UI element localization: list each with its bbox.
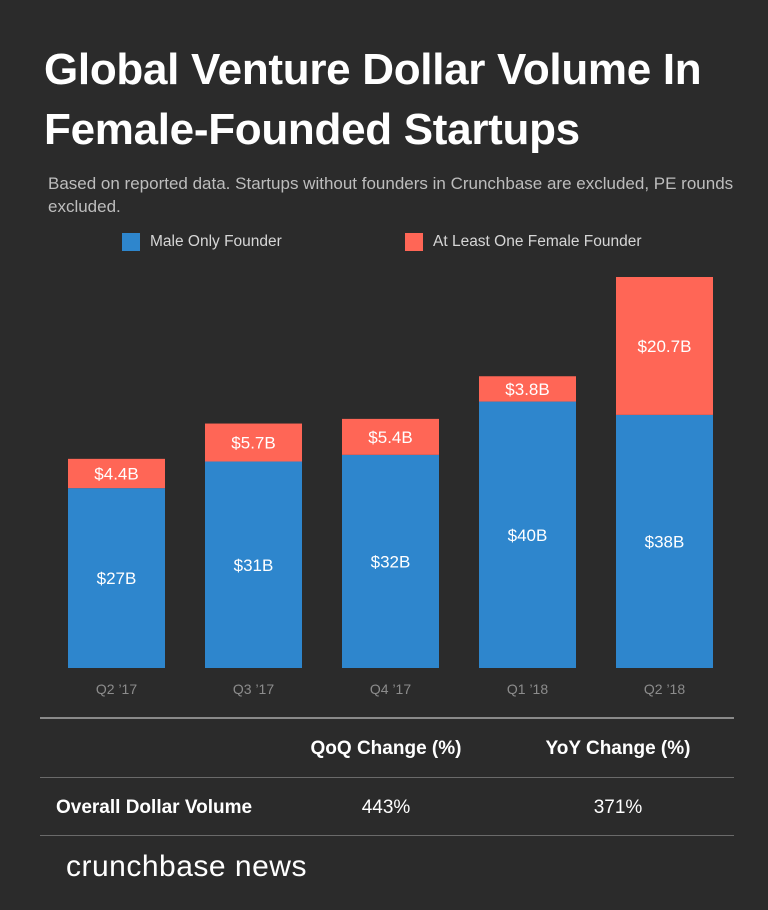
bar-chart: $27B $4.4B Q2 ’17 $31B $5.7B Q3 ’17 $32B $5.4B Q… xyxy=(68,277,713,697)
table-divider-top xyxy=(40,717,734,719)
data-label-female-4: $20.7B xyxy=(638,337,692,356)
x-tick-label-1: Q3 ’17 xyxy=(233,681,274,697)
data-label-female-3: $3.8B xyxy=(505,380,549,399)
legend-item-male: Male Only Founder xyxy=(122,233,282,251)
table-divider-bottom xyxy=(40,835,734,836)
legend-label-female: At Least One Female Founder xyxy=(433,233,642,250)
x-tick-label-3: Q1 ’18 xyxy=(507,681,548,697)
bar-female-0 xyxy=(68,458,165,489)
data-label-female-0: $4.4B xyxy=(94,464,138,483)
data-label-male-0: $27B xyxy=(97,569,137,588)
table-divider-middle xyxy=(40,777,734,778)
legend-item-female: At Least One Female Founder xyxy=(405,233,642,251)
legend-swatch-female xyxy=(405,233,423,251)
data-label-male-2: $32B xyxy=(371,552,411,571)
legend-label-male: Male Only Founder xyxy=(150,233,282,250)
data-label-male-3: $40B xyxy=(508,526,548,545)
x-tick-label-4: Q2 ’18 xyxy=(644,681,685,697)
crunchbase-news-logo: crunchbase news xyxy=(66,850,307,883)
bar-male-4 xyxy=(616,414,713,668)
data-label-male-1: $31B xyxy=(234,556,274,575)
bar-female-4 xyxy=(616,277,713,415)
x-tick-label-0: Q2 ’17 xyxy=(96,681,137,697)
legend-swatch-male xyxy=(122,233,140,251)
table-header-qoq: QoQ Change (%) xyxy=(310,738,462,759)
data-label-female-1: $5.7B xyxy=(231,434,275,453)
bar-male-3 xyxy=(479,401,576,668)
bar-female-2 xyxy=(342,418,439,455)
table-row-label: Overall Dollar Volume xyxy=(56,797,253,818)
table-cell-qoq: 443% xyxy=(361,797,411,818)
data-label-male-4: $38B xyxy=(645,532,685,551)
bar-male-1 xyxy=(205,461,302,668)
chart-subtitle: Based on reported data. Startups without… xyxy=(48,174,734,216)
table-cell-yoy: 371% xyxy=(593,797,643,818)
table-header-yoy: YoY Change (%) xyxy=(545,738,691,759)
bar-male-2 xyxy=(342,454,439,668)
bar-female-1 xyxy=(205,423,302,462)
legend: Male Only Founder At Least One Female Fo… xyxy=(0,233,768,255)
data-label-female-2: $5.4B xyxy=(368,428,412,447)
bar-male-0 xyxy=(68,488,165,668)
bar-female-3 xyxy=(479,376,576,402)
x-tick-label-2: Q4 ’17 xyxy=(370,681,411,697)
chart-title: Global Venture Dollar Volume In Female-F… xyxy=(44,45,702,154)
